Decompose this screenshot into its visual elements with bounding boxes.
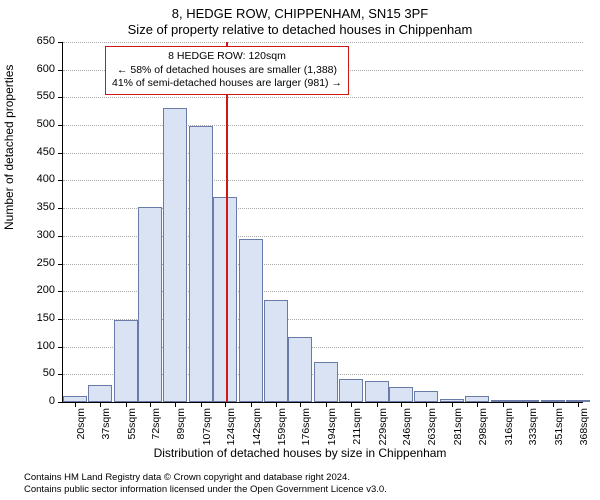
callout-box: 8 HEDGE ROW: 120sqm ← 58% of detached ho… <box>105 46 349 95</box>
y-tick-label: 400 <box>37 173 55 185</box>
chart-title-desc: Size of property relative to detached ho… <box>0 22 600 37</box>
y-tick-label: 100 <box>37 340 55 352</box>
x-tick-label: 142sqm <box>251 408 263 445</box>
y-tick-label: 0 <box>49 395 55 407</box>
x-tick-label: 107sqm <box>201 408 213 445</box>
callout-line1: 8 HEDGE ROW: 120sqm <box>112 50 342 64</box>
gridline <box>63 125 583 126</box>
property-marker-line <box>226 42 228 402</box>
histogram-bar <box>239 239 263 402</box>
gridline <box>63 97 583 98</box>
x-axis-label: Distribution of detached houses by size … <box>0 446 600 460</box>
x-tick-label: 281sqm <box>452 408 464 445</box>
x-tick-label: 368sqm <box>578 408 590 445</box>
gridline <box>63 153 583 154</box>
histogram-bar <box>339 379 363 402</box>
x-tick-label: 246sqm <box>401 408 413 445</box>
gridline <box>63 180 583 181</box>
histogram-bar <box>189 126 213 402</box>
histogram-bar <box>288 337 312 402</box>
histogram-bar <box>114 320 138 402</box>
callout-line3: 41% of semi-detached houses are larger (… <box>112 77 342 91</box>
histogram-bar <box>264 300 288 402</box>
plot-area: 0501001502002503003504004505005506006502… <box>62 42 583 403</box>
x-tick-label: 89sqm <box>175 408 187 440</box>
y-tick-label: 650 <box>37 35 55 47</box>
y-tick-label: 150 <box>37 312 55 324</box>
x-tick-label: 316sqm <box>503 408 515 445</box>
x-tick-label: 72sqm <box>150 408 162 440</box>
x-tick-label: 298sqm <box>477 408 489 445</box>
y-tick-label: 250 <box>37 257 55 269</box>
y-tick-label: 500 <box>37 118 55 130</box>
x-tick-label: 229sqm <box>377 408 389 445</box>
histogram-bar <box>389 387 413 403</box>
y-tick-label: 350 <box>37 201 55 213</box>
chart-footer: Contains HM Land Registry data © Crown c… <box>24 472 584 496</box>
footer-line2: Contains public sector information licen… <box>24 484 584 496</box>
x-tick-label: 351sqm <box>553 408 565 445</box>
x-tick-label: 333sqm <box>527 408 539 445</box>
chart-container: 8, HEDGE ROW, CHIPPENHAM, SN15 3PF Size … <box>0 0 600 500</box>
x-tick-label: 159sqm <box>276 408 288 445</box>
chart-title-address: 8, HEDGE ROW, CHIPPENHAM, SN15 3PF <box>0 6 600 21</box>
x-tick-label: 124sqm <box>225 408 237 445</box>
x-tick-label: 55sqm <box>126 408 138 440</box>
histogram-bar <box>88 385 112 402</box>
x-tick-label: 263sqm <box>426 408 438 445</box>
x-tick-label: 37sqm <box>100 408 112 440</box>
y-tick-label: 50 <box>43 367 55 379</box>
x-tick-label: 20sqm <box>75 408 87 440</box>
histogram-bar <box>138 207 162 402</box>
y-tick-label: 600 <box>37 63 55 75</box>
histogram-bar <box>314 362 338 402</box>
histogram-bar <box>414 391 438 402</box>
histogram-bar <box>163 108 187 402</box>
x-tick-label: 211sqm <box>351 408 363 445</box>
callout-line2: ← 58% of detached houses are smaller (1,… <box>112 64 342 78</box>
x-tick-label: 194sqm <box>326 408 338 445</box>
y-tick-label: 550 <box>37 90 55 102</box>
gridline <box>63 42 583 43</box>
footer-line1: Contains HM Land Registry data © Crown c… <box>24 472 584 484</box>
y-tick-label: 450 <box>37 146 55 158</box>
histogram-bar <box>365 381 389 402</box>
y-axis-label: Number of detached properties <box>2 65 16 230</box>
x-tick-label: 176sqm <box>300 408 312 445</box>
y-tick-label: 200 <box>37 284 55 296</box>
y-tick-label: 300 <box>37 229 55 241</box>
